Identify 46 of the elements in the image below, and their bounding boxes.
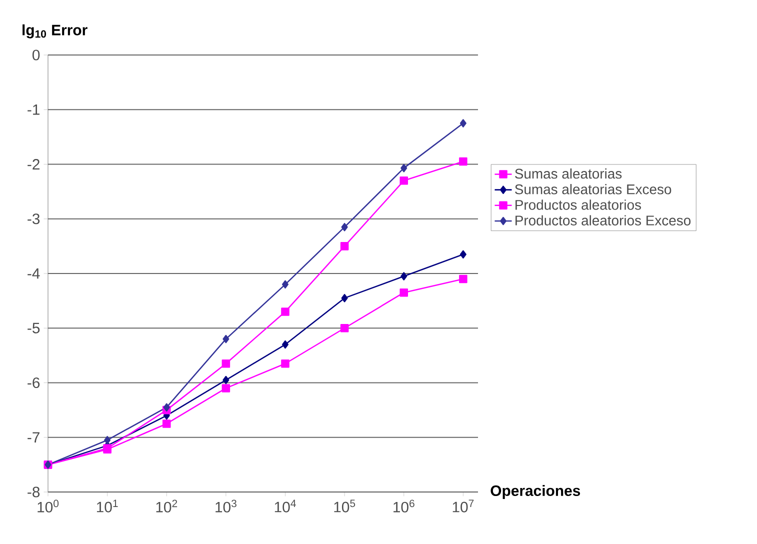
point (163, 403, 170, 412)
point (222, 384, 230, 392)
y-tick-label: -3 (28, 214, 40, 224)
y-tick-label: -8 (28, 486, 40, 498)
legend-label: Productos aleatorios Exceso (516, 215, 691, 226)
point (222, 334, 230, 344)
point (460, 250, 466, 259)
point (222, 359, 230, 368)
y-tick-label: -5 (28, 322, 40, 334)
legend-label: Sumas aleatorias (515, 168, 622, 179)
y-tick-label: -1 (28, 104, 40, 115)
point (281, 359, 290, 368)
point (400, 272, 408, 280)
point (104, 436, 111, 444)
point (222, 376, 230, 384)
point (341, 294, 348, 302)
point (400, 164, 408, 172)
x-axis-title: Operaciones (490, 485, 580, 499)
x-tick-label: 10$^{6}$ (394, 500, 414, 512)
point (341, 222, 348, 232)
x-tick-label: 10$^{1}$ (96, 500, 118, 512)
legend-label: Productos aleatorios (516, 200, 641, 210)
point (400, 288, 408, 297)
x-tick-label: 10$^{5}$ (334, 500, 356, 512)
legend-label: Sumas aleatorias Exceso (515, 184, 672, 194)
point (459, 274, 468, 284)
x-tick-label: 10$^{4}$ (274, 500, 296, 512)
y-tick-label: 0 (32, 50, 40, 60)
x-tick-label: 10$^{0}$ (38, 500, 59, 512)
point (282, 340, 289, 349)
point (400, 176, 408, 185)
y-tick-label: -4 (28, 268, 40, 279)
x-tick-label: 10$^{3}$ (216, 500, 236, 512)
point (459, 157, 468, 166)
point (460, 119, 466, 128)
point (281, 308, 290, 316)
x-tick-label: 10$^{7}$ (452, 500, 474, 512)
y-axis-title: lg$_{10}$ Error (22, 24, 88, 38)
point (340, 242, 349, 250)
point (162, 420, 171, 428)
y-tick-label: -7 (28, 432, 40, 443)
point (340, 324, 349, 332)
y-tick-label: -6 (28, 377, 40, 388)
point (282, 280, 289, 289)
y-tick-label: -2 (28, 159, 40, 170)
x-tick-label: 10$^{2}$ (156, 500, 178, 512)
